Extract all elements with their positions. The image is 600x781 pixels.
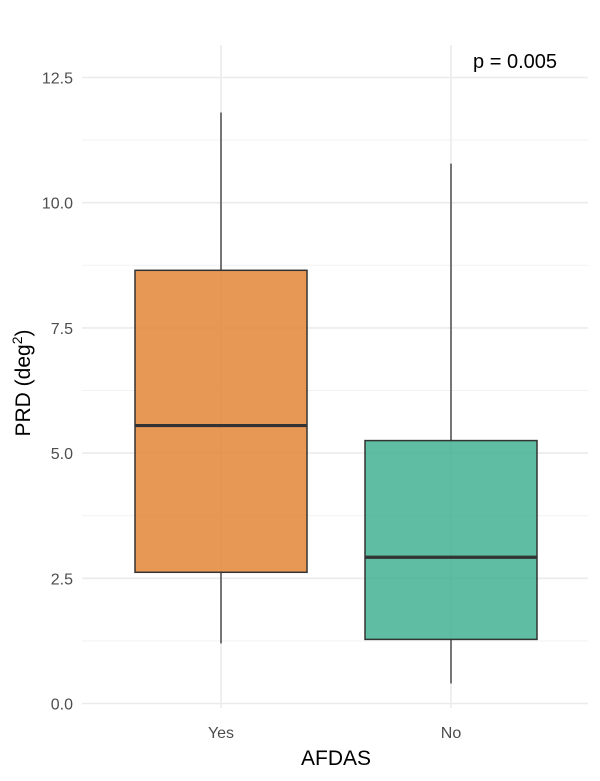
box-no — [364, 163, 538, 684]
y-tick-label: 2.5 — [51, 571, 73, 588]
y-axis-title: PRD (deg2) — [9, 330, 35, 437]
box-body — [364, 439, 538, 641]
y-axis-title-sup: 2 — [9, 336, 25, 344]
box-yes — [134, 112, 308, 644]
y-tick-label: 12.5 — [42, 71, 73, 88]
x-tick-label: No — [441, 725, 462, 742]
boxes — [134, 112, 538, 684]
y-axis-ticks: 0.0 2.5 5.0 7.5 10.0 12.5 — [42, 71, 73, 714]
y-axis-title-main: PRD (deg — [12, 344, 35, 436]
y-tick-label: 5.0 — [51, 446, 73, 463]
y-tick-label: 7.5 — [51, 321, 73, 338]
x-tick-label: Yes — [208, 725, 234, 742]
p-value-annotation: p = 0.005 — [473, 51, 557, 73]
y-axis-title-close: ) — [12, 330, 35, 337]
box-body — [134, 269, 308, 574]
x-axis-ticks: Yes No — [208, 725, 461, 742]
x-axis-title: AFDAS — [301, 747, 371, 770]
y-tick-label: 0.0 — [51, 697, 73, 714]
y-tick-label: 10.0 — [42, 196, 73, 213]
